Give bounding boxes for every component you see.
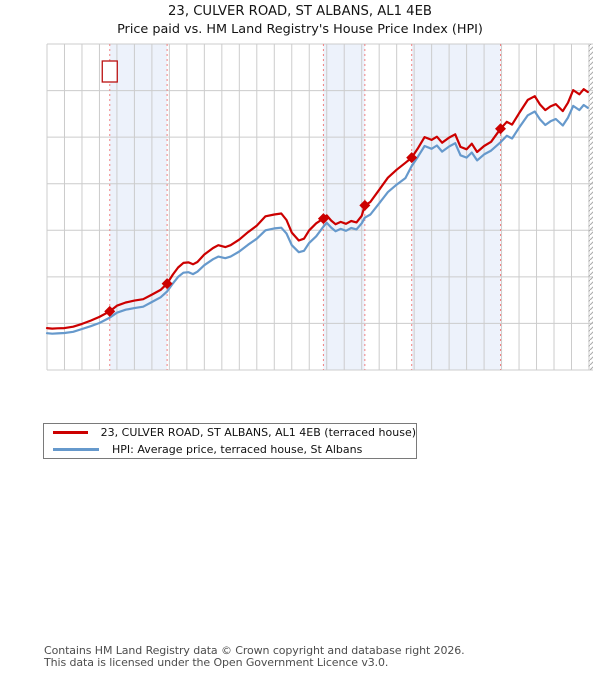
sale-marker [406,152,418,164]
legend-item-price: 23, CULVER ROAD, ST ALBANS, AL1 4EB (ter… [53,426,416,440]
ownership-band [109,44,168,370]
legend-label-price: 23, CULVER ROAD, ST ALBANS, AL1 4EB (ter… [100,426,416,439]
ownership-band [411,44,501,370]
price-paid-line [45,88,589,330]
legend-swatch-price-line [53,431,88,434]
hpi-line [45,103,589,335]
legend-item-hpi: HPI: Average price, terraced house, St A… [53,443,416,457]
footer-line2: This data is licensed under the Open Gov… [44,655,389,669]
sale-marker [495,123,507,135]
price-chart [45,43,593,371]
sale-marker [104,305,116,317]
sale-marker [317,213,329,225]
sale-flag-box-1 [101,60,118,83]
footer: Contains HM Land Registry data © Crown c… [44,645,465,668]
chart-legend: 23, CULVER ROAD, ST ALBANS, AL1 4EB (ter… [43,423,417,459]
legend-label-hpi: HPI: Average price, terraced house, St A… [112,443,363,456]
future-edge-hatch [588,44,593,370]
sale-marker [359,199,371,211]
page-subtitle: Price paid vs. HM Land Registry's House … [117,22,483,37]
page-title: 23, CULVER ROAD, ST ALBANS, AL1 4EB [168,4,432,19]
footer-line1: Contains HM Land Registry data © Crown c… [44,644,465,657]
legend-swatch-hpi-line [53,448,99,451]
sale-marker [161,278,173,290]
